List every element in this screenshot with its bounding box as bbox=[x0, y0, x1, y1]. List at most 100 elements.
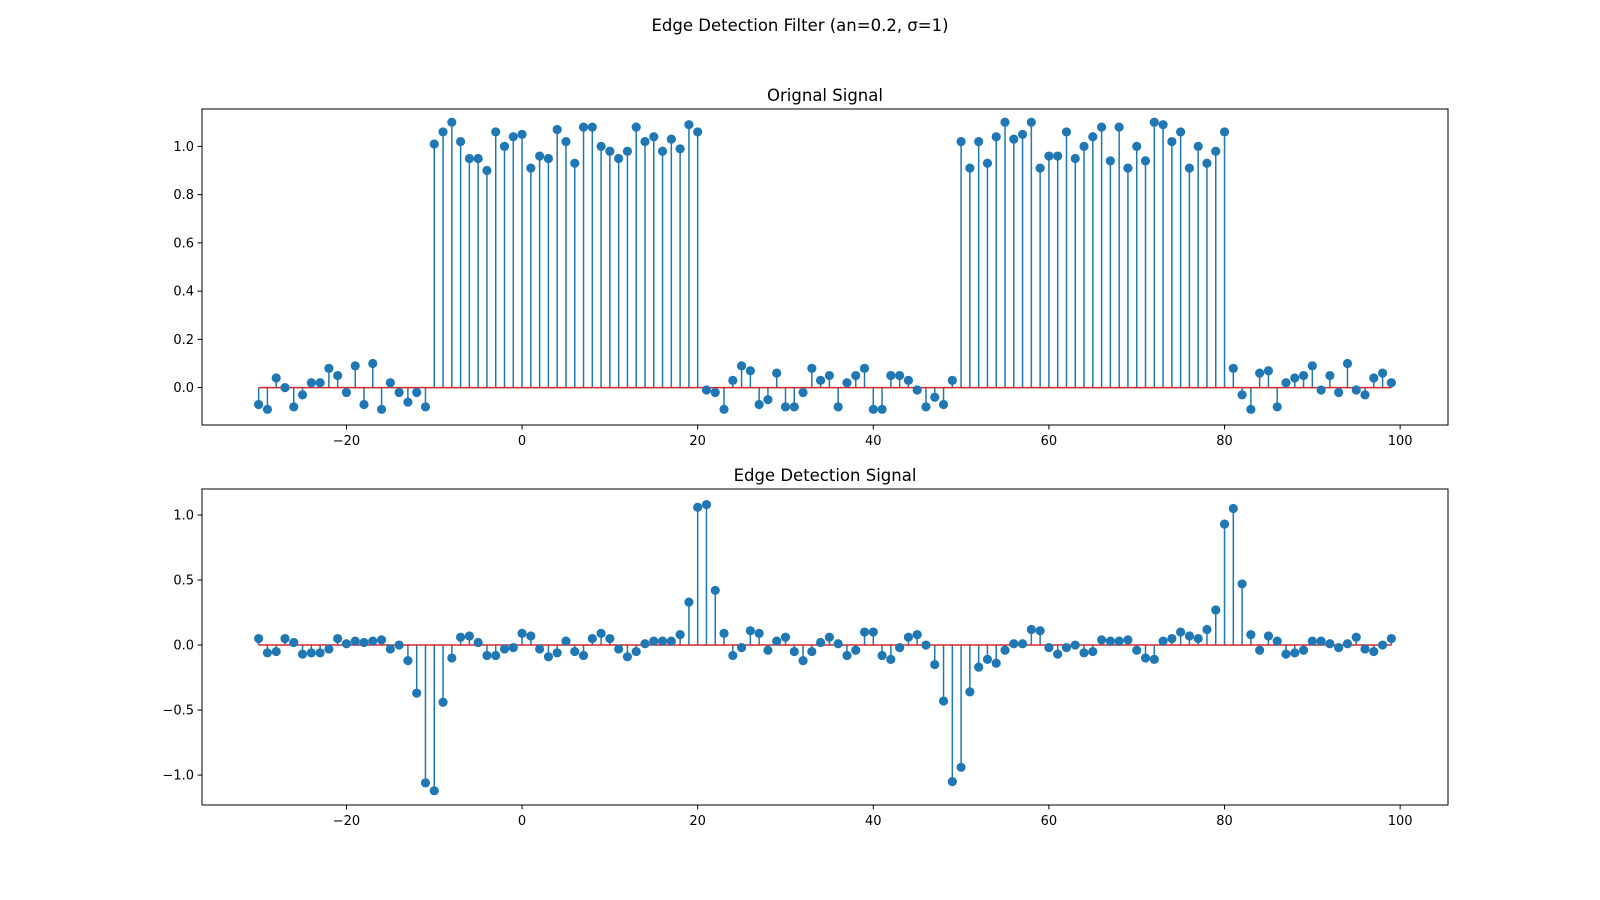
stem-marker bbox=[1158, 120, 1168, 130]
stem-marker bbox=[552, 124, 562, 135]
stem-marker bbox=[359, 399, 369, 410]
stem-marker bbox=[1228, 363, 1238, 373]
stem-marker bbox=[1237, 390, 1247, 400]
stem-marker bbox=[491, 127, 501, 137]
stem-marker bbox=[596, 141, 606, 151]
stem-marker bbox=[1167, 633, 1177, 644]
panel-original-signal: Orignal Signal −20 0 20 40 60 80 100 0.0 0.2 0.4 0.… bbox=[173, 86, 1449, 449]
stem-marker bbox=[666, 636, 676, 646]
stem-marker bbox=[350, 636, 360, 646]
stem-marker bbox=[930, 392, 940, 402]
stem-marker bbox=[491, 650, 501, 661]
stem-marker bbox=[517, 628, 527, 638]
stem-marker bbox=[965, 687, 975, 697]
stem-marker bbox=[543, 652, 554, 662]
stem-marker bbox=[1325, 639, 1335, 649]
stem-marker bbox=[903, 632, 914, 642]
y-tick-label: 0.5 bbox=[173, 574, 194, 589]
stem-marker bbox=[816, 375, 826, 385]
stem-marker bbox=[1114, 122, 1124, 132]
stem-marker bbox=[1026, 117, 1036, 127]
stem-marker bbox=[1096, 122, 1107, 132]
stem-marker bbox=[1149, 117, 1159, 127]
stem-marker bbox=[1342, 639, 1353, 649]
stem-marker bbox=[341, 387, 352, 398]
stem-marker bbox=[851, 645, 861, 655]
x-tick-label: 60 bbox=[1041, 434, 1058, 449]
stem-marker bbox=[1386, 633, 1396, 644]
stem-marker bbox=[368, 636, 378, 646]
stem-marker bbox=[640, 639, 650, 649]
x-tick-label: 60 bbox=[1041, 814, 1058, 829]
stem-marker bbox=[728, 375, 738, 385]
stem-marker bbox=[1334, 387, 1344, 398]
stem-marker bbox=[719, 628, 729, 638]
stem-markers bbox=[254, 117, 1396, 414]
stem-marker bbox=[508, 132, 518, 142]
stem-marker bbox=[1017, 129, 1028, 139]
stem-marker bbox=[1386, 378, 1396, 388]
panel-edge-detection-signal: Edge Detection Signal −20 0 20 40 60 80 100 −1.0… bbox=[162, 466, 1449, 829]
stem-marker bbox=[420, 778, 431, 788]
stem-marker bbox=[1307, 636, 1317, 646]
stem-marker bbox=[385, 644, 395, 654]
stem-marker bbox=[693, 127, 703, 137]
stem-marker bbox=[1202, 158, 1212, 168]
stem-marker bbox=[1158, 636, 1168, 646]
stem-marker bbox=[921, 402, 931, 412]
stem-marker bbox=[1167, 136, 1177, 147]
stem-marker bbox=[798, 387, 808, 398]
x-tick-label: −20 bbox=[333, 814, 360, 829]
stem-marker bbox=[842, 650, 852, 661]
stem-marker bbox=[1184, 631, 1195, 641]
stem-marker bbox=[412, 688, 422, 698]
stem-marker bbox=[447, 117, 457, 127]
stem-marker bbox=[675, 144, 685, 154]
stem-marker bbox=[578, 122, 589, 132]
stem-marker bbox=[1061, 643, 1072, 653]
stem-marker bbox=[859, 363, 870, 373]
stem-marker bbox=[526, 631, 536, 641]
stem-marker bbox=[1114, 636, 1124, 646]
stem-marker bbox=[1079, 141, 1089, 151]
stem-marker bbox=[745, 626, 755, 636]
axes-frame bbox=[201, 108, 1449, 426]
stem-marker bbox=[333, 370, 343, 381]
y-tick-label: 0.0 bbox=[173, 639, 194, 654]
stem-marker bbox=[930, 659, 940, 670]
stem-marker bbox=[359, 637, 369, 648]
stem-marker bbox=[535, 151, 545, 161]
stem-marker bbox=[666, 134, 676, 144]
stem-marker bbox=[1000, 117, 1010, 127]
stem-marker bbox=[341, 639, 352, 649]
stem-marker bbox=[412, 387, 422, 398]
stem-marker bbox=[1176, 127, 1186, 137]
stem-marker bbox=[385, 378, 395, 388]
y-tick-label: −0.5 bbox=[162, 704, 194, 719]
stem-marker bbox=[1026, 624, 1036, 635]
stem-marker bbox=[1044, 643, 1054, 653]
stem-marker bbox=[1219, 519, 1230, 529]
stem-marker bbox=[280, 633, 290, 644]
stem-marker bbox=[254, 633, 264, 644]
stem-marker bbox=[824, 370, 834, 381]
stem-marker bbox=[1176, 627, 1186, 637]
stem-marker bbox=[1202, 624, 1212, 635]
stem-marker bbox=[499, 644, 510, 654]
stem-marker bbox=[614, 644, 624, 654]
stem-marker bbox=[473, 637, 483, 648]
stem-marker bbox=[605, 633, 615, 644]
stem-marker bbox=[526, 163, 536, 173]
stem-marker bbox=[297, 649, 308, 659]
stem-marker bbox=[306, 648, 316, 658]
stem-marker bbox=[956, 762, 966, 772]
stem-marker bbox=[1193, 141, 1203, 151]
stem-marker bbox=[736, 643, 747, 653]
stem-marker bbox=[877, 404, 887, 414]
stem-marker bbox=[903, 375, 914, 385]
stem-marker bbox=[1316, 385, 1326, 395]
stem-marker bbox=[1070, 153, 1080, 164]
x-tick-label: 40 bbox=[865, 814, 882, 829]
stem-marker bbox=[798, 656, 808, 666]
stem-marker bbox=[464, 631, 474, 641]
